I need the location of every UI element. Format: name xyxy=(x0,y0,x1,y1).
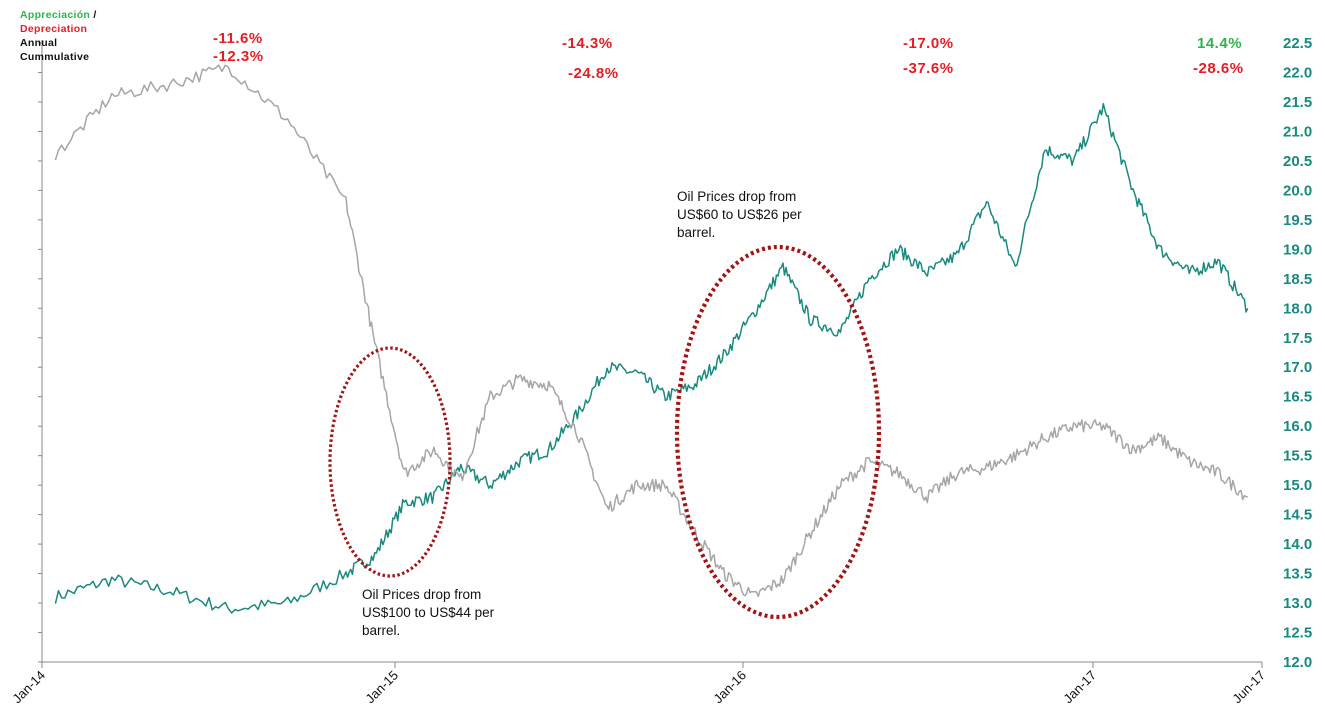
y-tick-label: 13.5 xyxy=(1283,566,1312,583)
y-tick-label: 15.5 xyxy=(1283,448,1312,465)
oil-drop-2016-ellipse xyxy=(674,244,882,620)
y-tick-label: 19.5 xyxy=(1283,212,1312,229)
legend-depreciation: Depreciation xyxy=(20,23,88,35)
annotation-oil-drop-2014: Oil Prices drop from US$100 to US$44 per… xyxy=(362,587,495,638)
fx-series-line xyxy=(54,103,1249,614)
y-tick-label: 19.0 xyxy=(1283,241,1312,258)
legend-slash: / xyxy=(93,9,97,21)
y-tick-label: 14.5 xyxy=(1283,507,1312,524)
x-tick-label: Jan-14 xyxy=(9,668,48,707)
annual-change-2015: -14.3% xyxy=(562,35,613,52)
cumulative-change-2016: -37.6% xyxy=(903,60,954,77)
series-layer xyxy=(54,64,1249,614)
y-tick-label: 16.0 xyxy=(1283,418,1312,435)
y-tick-label: 15.0 xyxy=(1283,477,1312,494)
y-tick-label: 22.5 xyxy=(1283,35,1312,52)
x-tick-label: Jan-15 xyxy=(362,668,401,707)
cumulative-change-2015: -24.8% xyxy=(568,65,619,82)
x-tick-label: Jan-16 xyxy=(710,668,749,707)
y-tick-label: 13.0 xyxy=(1283,595,1312,612)
y-tick-label: 18.0 xyxy=(1283,300,1312,317)
y-tick-label: 12.0 xyxy=(1283,654,1312,671)
annual-change-2016: -17.0% xyxy=(903,35,954,52)
legend-appreciation: Appreciación xyxy=(20,9,91,21)
x-axis: Jan-14 Jan-15 Jan-16 Jan-17 Jun-17 xyxy=(9,661,1268,707)
x-tick-label: Jan-17 xyxy=(1060,668,1099,707)
y-tick-label: 16.5 xyxy=(1283,389,1312,406)
y-tick-label: 20.0 xyxy=(1283,182,1312,199)
y-tick-label: 20.5 xyxy=(1283,153,1312,170)
legend-annual: Annual xyxy=(20,37,58,49)
cumulative-change-2014: -12.3% xyxy=(213,48,264,65)
x-tick-label: Jun-17 xyxy=(1229,668,1268,707)
legend-cumulative: Cummulative xyxy=(20,51,90,63)
annual-change-2017: 14.4% xyxy=(1197,35,1243,52)
y-tick-label: 14.0 xyxy=(1283,536,1312,553)
legend: Appreciación / Depreciation Annual Cummu… xyxy=(20,8,97,64)
oil-drop-2014-ellipse xyxy=(328,346,452,578)
cumulative-change-2017: -28.6% xyxy=(1193,60,1244,77)
annotation-oil-drop-2016: Oil Prices drop from US$60 to US$26 per … xyxy=(677,189,802,240)
y-tick-label: 12.5 xyxy=(1283,625,1312,642)
y-tick-label: 17.5 xyxy=(1283,330,1312,347)
y-tick-label: 21.0 xyxy=(1283,123,1312,140)
oil-series-line xyxy=(54,64,1248,598)
y-tick-label: 21.5 xyxy=(1283,94,1312,111)
y-tick-label: 18.5 xyxy=(1283,271,1312,288)
y-tick-label: 17.0 xyxy=(1283,359,1312,376)
y-tick-label: 22.0 xyxy=(1283,64,1312,81)
annual-change-2014: -11.6% xyxy=(213,30,263,47)
y-axis: 12.0 12.5 13.0 13.5 14.0 14.5 15.0 15.5 16.0 16.5… xyxy=(38,35,1312,671)
